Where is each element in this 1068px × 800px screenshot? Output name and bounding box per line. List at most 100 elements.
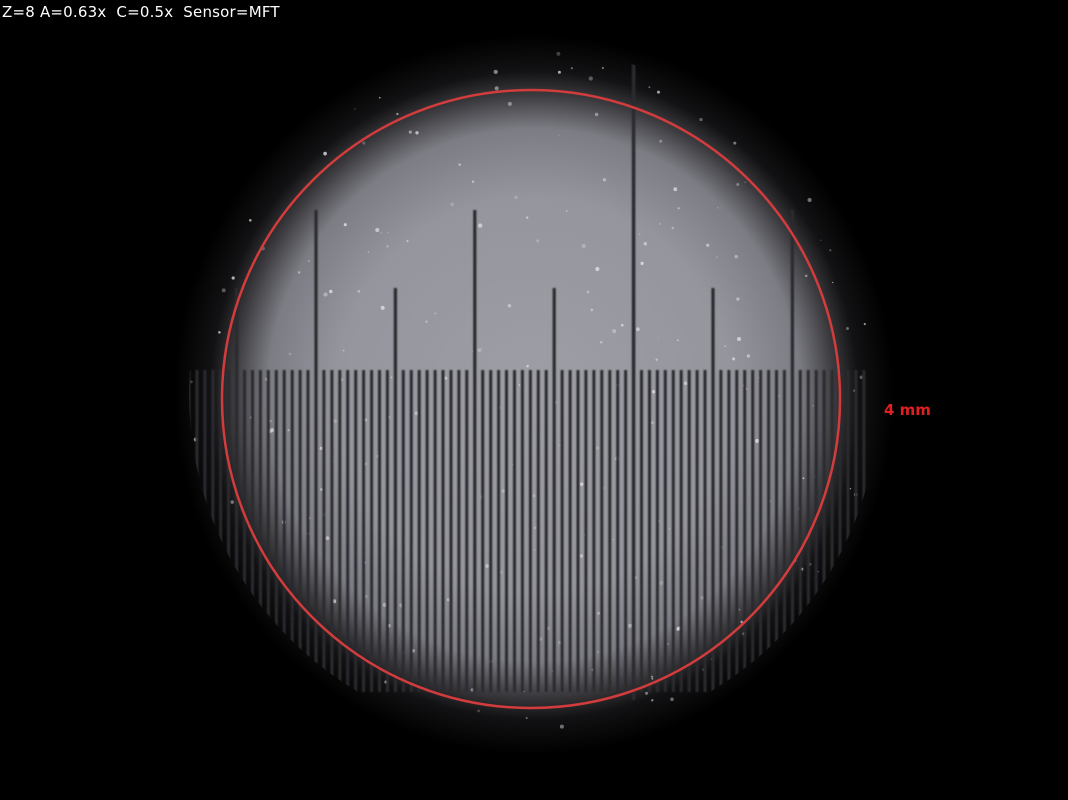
- dust-speck: [387, 232, 389, 234]
- dust-speck: [390, 376, 393, 379]
- dust-speck: [699, 118, 703, 122]
- dust-speck: [657, 337, 660, 339]
- dust-speck: [481, 348, 483, 350]
- dust-speck: [536, 239, 540, 243]
- dust-speck: [559, 724, 564, 729]
- dust-speck: [532, 494, 536, 498]
- dust-speck: [557, 640, 562, 645]
- dust-speck: [601, 66, 605, 70]
- dust-speck: [612, 329, 617, 334]
- dust-speck: [323, 292, 328, 297]
- dust-speck: [559, 444, 561, 447]
- dust-speck: [534, 549, 536, 551]
- dust-speck: [380, 305, 385, 310]
- dust-speck: [736, 182, 740, 187]
- dust-speck: [406, 240, 409, 243]
- dust-speck: [755, 438, 760, 443]
- dust-speck: [594, 112, 599, 117]
- dust-speck: [650, 421, 654, 425]
- dust-speck: [612, 538, 614, 541]
- dust-speck: [659, 580, 664, 585]
- dust-speck: [736, 336, 742, 342]
- dust-speck: [514, 195, 518, 200]
- illuminated-field: [174, 35, 894, 755]
- dust-speck: [386, 245, 389, 248]
- dust-speck: [817, 570, 819, 573]
- dust-speck: [408, 130, 412, 134]
- dust-speck: [354, 108, 356, 110]
- dust-speck: [734, 254, 738, 259]
- dust-speck: [518, 384, 521, 386]
- dust-speck: [501, 489, 505, 493]
- dust-speck: [343, 223, 347, 227]
- dust-speck: [804, 274, 808, 278]
- dust-speck: [458, 163, 461, 166]
- dust-speck: [570, 67, 574, 70]
- dust-speck: [732, 357, 736, 361]
- dust-speck: [659, 139, 663, 143]
- dust-speck: [595, 446, 600, 450]
- dust-speck: [628, 623, 633, 628]
- dust-speck: [650, 675, 653, 678]
- dust-speck: [533, 526, 537, 530]
- dust-speck: [588, 76, 593, 81]
- dust-speck: [655, 358, 658, 361]
- dust-speck: [357, 290, 361, 293]
- dust-speck: [738, 608, 741, 611]
- dust-speck: [849, 487, 852, 490]
- dust-speck: [308, 260, 310, 262]
- dust-speck: [700, 595, 705, 600]
- dust-speck: [648, 86, 651, 89]
- dust-speck: [221, 288, 226, 293]
- dust-speck: [651, 698, 654, 702]
- parameters-readout: Z=8 A=0.63x C=0.5x Sensor=MFT: [2, 3, 280, 21]
- dust-speck: [668, 527, 671, 530]
- dust-speck: [677, 207, 680, 210]
- dust-speck: [288, 352, 292, 356]
- dust-speck: [325, 536, 330, 541]
- dust-speck: [716, 256, 718, 258]
- dust-speck: [807, 197, 812, 203]
- dust-speck: [640, 261, 644, 266]
- dust-speck: [744, 181, 746, 183]
- dust-speck: [724, 345, 726, 347]
- dust-speck: [733, 141, 737, 145]
- dust-speck: [507, 304, 512, 308]
- dust-speck: [287, 429, 290, 432]
- dust-speck: [556, 51, 561, 56]
- dust-speck: [471, 350, 473, 352]
- dust-speck: [471, 180, 475, 183]
- dust-speck: [846, 327, 849, 330]
- dust-speck: [597, 611, 601, 615]
- dust-speck: [558, 134, 560, 136]
- dust-speck: [557, 70, 561, 74]
- dust-speck: [378, 96, 381, 99]
- dust-speck: [396, 112, 399, 116]
- dust-speck: [380, 232, 383, 234]
- dust-speck: [342, 349, 345, 352]
- dust-speck: [434, 312, 437, 315]
- dust-speck: [620, 323, 624, 327]
- dust-speck: [485, 563, 490, 568]
- dust-speck: [565, 210, 568, 212]
- dust-speck: [526, 364, 529, 368]
- dust-speck: [677, 339, 679, 342]
- dust-speck: [470, 688, 474, 692]
- dust-speck: [670, 697, 674, 702]
- dust-speck: [526, 216, 529, 219]
- dust-speck: [812, 404, 815, 407]
- dust-speck: [332, 419, 337, 424]
- dust-speck: [602, 178, 607, 182]
- dust-speck: [746, 354, 751, 358]
- dust-speck: [190, 380, 193, 384]
- dust-speck: [599, 341, 603, 344]
- dust-speck: [659, 223, 661, 225]
- field-of-view-label: 4 mm: [884, 401, 931, 419]
- dust-speck: [367, 251, 370, 253]
- dust-speck: [777, 395, 780, 398]
- dust-speck: [425, 320, 428, 323]
- dust-speck: [597, 650, 600, 653]
- dust-speck: [511, 463, 513, 465]
- dust-speck: [478, 223, 483, 228]
- dust-speck: [652, 390, 656, 394]
